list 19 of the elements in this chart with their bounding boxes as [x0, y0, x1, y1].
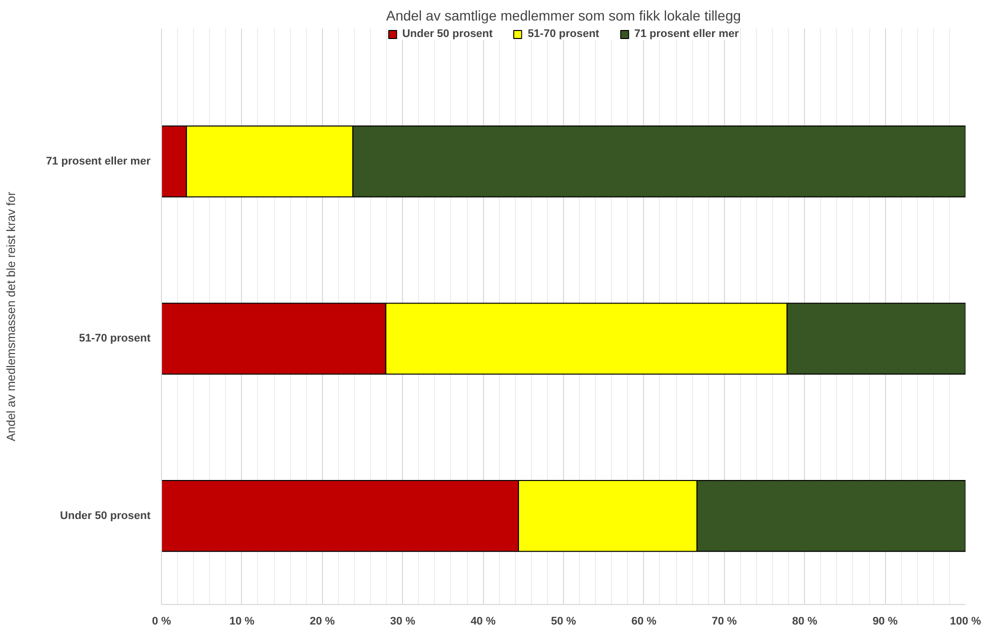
x-tick-label: 10 % — [229, 616, 255, 628]
y-tick-label: 51-70 prosent — [78, 332, 151, 345]
x-tick-label: 70 % — [712, 616, 738, 628]
x-tick-label: 100 % — [950, 616, 982, 628]
legend-label: Under 50 prosent — [402, 28, 493, 40]
x-tick-label: 60 % — [631, 616, 657, 628]
x-tick-label: 20 % — [310, 616, 336, 628]
legend-label: 51-70 prosent — [528, 28, 600, 40]
y-axis-title: Andel av medlemsmassen det ble reist krav for — [4, 192, 18, 442]
y-tick-label: Under 50 prosent — [60, 510, 151, 522]
x-tick-label: 50 % — [550, 616, 576, 628]
x-tick-label: 90 % — [872, 616, 898, 628]
chart-title: Andel av samtlige medlemmer som som fikk lokale tillegg — [386, 8, 741, 24]
legend-label: 71 prosent eller mer — [634, 28, 739, 40]
x-tick-label: 40 % — [470, 616, 496, 628]
y-tick-label: 71 prosent eller mer — [46, 155, 152, 168]
x-tick-label: 80 % — [792, 616, 818, 628]
x-tick-label: 0 % — [152, 616, 172, 628]
x-tick-label: 30 % — [390, 616, 416, 628]
